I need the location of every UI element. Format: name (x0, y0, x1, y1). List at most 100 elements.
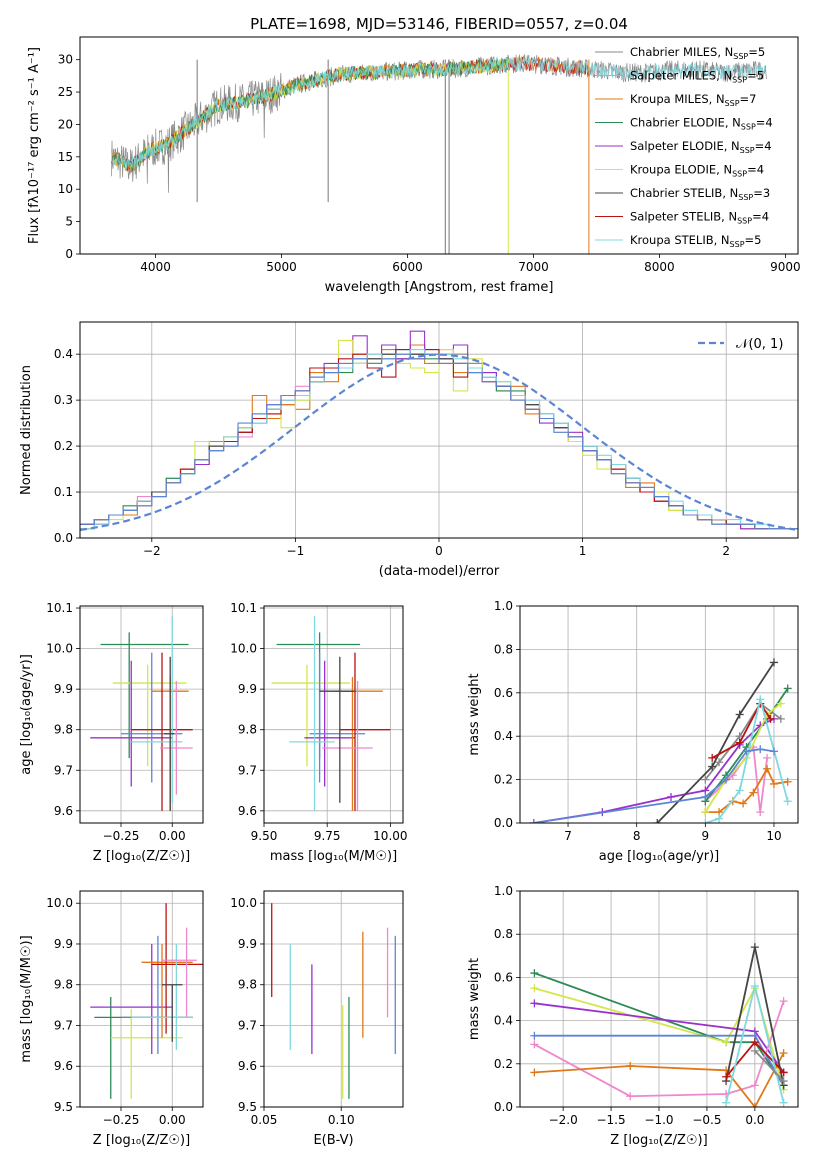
y-tick-label: 0.4 (494, 1014, 513, 1028)
series-salpeter-miles-marker (530, 1040, 539, 1049)
y-tick-label: 10.1 (46, 601, 73, 615)
series-kroupa-miles (705, 766, 788, 813)
series-salpeter-miles-marker (779, 997, 788, 1006)
series-salpeter-elodie-marker (667, 792, 676, 801)
x-tick-label: −1.0 (644, 1113, 673, 1127)
x-axis-label: Z [log₁₀(Z/Z☉)] (93, 1133, 190, 1148)
x-axis-label: (data-model)/error (379, 564, 500, 579)
y-tick-label: 5 (65, 215, 73, 229)
y-tick-label: 9.8 (238, 723, 257, 737)
legend-label: Chabrier STELIB, NSSP=3 (630, 186, 770, 202)
y-tick-label: 0.4 (54, 347, 73, 361)
series-blue-marker (529, 819, 538, 823)
y-tick-label: 9.7 (238, 763, 257, 777)
series-kroupa-miles-marker (739, 799, 748, 808)
series-kroupa-elodie-marker (776, 699, 785, 708)
x-tick-label: −1 (287, 544, 305, 558)
series-kroupa-miles-marker (626, 1061, 635, 1070)
y-tick-label: 0.1 (54, 485, 73, 499)
series-kroupa-miles-marker (769, 779, 778, 788)
series-kroupa-miles-marker (779, 1049, 788, 1057)
x-tick-label: 8000 (644, 260, 675, 274)
series-kroupa-stelib-marker (735, 786, 744, 795)
series-model-kroupa-stelib (111, 56, 767, 169)
series-chabrier-miles-marker (715, 758, 724, 767)
axes-frame (263, 890, 404, 1108)
plot-area (90, 903, 203, 1099)
x-tick-label: 7 (564, 829, 572, 843)
series-salpeter-stelib-marker (779, 1068, 788, 1077)
y-tick-label: 20 (58, 117, 73, 131)
series-salpeter-stelib (711, 701, 772, 759)
legend-label: Salpeter MILES, NSSP=5 (630, 69, 764, 85)
axes-frame (79, 36, 799, 255)
x-axis-label: wavelength [Angstrom, rest frame] (325, 280, 554, 295)
series-chabrier-stelib-marker (769, 658, 778, 667)
plot-area (90, 616, 193, 811)
y-tick-label: 9.9 (238, 682, 257, 696)
y-tick-label: 9.9 (54, 682, 73, 696)
y-tick-label: 10.0 (46, 642, 73, 656)
y-tick-label: 9.6 (54, 804, 73, 818)
series-kroupa-elodie-marker (701, 808, 710, 817)
series-salpeter-miles-marker (750, 1081, 759, 1090)
y-tick-label: 9.5 (54, 1100, 73, 1114)
y-tick-label: 0.2 (54, 439, 73, 453)
y-tick-label: 0 (65, 247, 73, 261)
legend-label: Kroupa STELIB, NSSP=5 (630, 233, 761, 249)
x-tick-label: −0.25 (103, 1113, 140, 1127)
x-tick-label: 0.10 (328, 1113, 355, 1127)
legend-label: Chabrier MILES, NSSP=5 (630, 45, 765, 61)
series-blue-marker (530, 1031, 539, 1040)
y-tick-label: 9.7 (54, 763, 73, 777)
series-blue (533, 748, 775, 823)
series-model-salpeter-stelib (111, 56, 589, 172)
series-kroupa-stelib-marker (701, 819, 710, 823)
x-axis-label: E(B-V) (313, 1133, 353, 1148)
series-chabrier-miles-marker (779, 1077, 788, 1086)
series-kroupa-miles-marker (749, 788, 758, 797)
y-tick-label: 0.2 (494, 1057, 513, 1071)
y-tick-label: 9.6 (54, 1059, 73, 1073)
series-kroupa-stelib-marker (715, 814, 724, 823)
series-chabrier-elodie-marker (530, 969, 539, 978)
series-kroupa-miles-marker (750, 1103, 759, 1107)
series-kroupa-miles-marker (530, 1068, 539, 1077)
legend-label: Salpeter STELIB, NSSP=4 (630, 210, 769, 226)
y-axis-label: mass weight (467, 673, 482, 755)
series-chabrier-stelib (656, 661, 775, 823)
y-tick-label: 10.0 (46, 896, 73, 910)
plot-area (530, 943, 788, 1107)
y-axis-label: Flux [fλ10⁻¹⁷ erg cm⁻² s⁻¹ A⁻¹] (27, 47, 42, 244)
series-blue-marker (742, 747, 751, 756)
y-tick-label: 0.2 (494, 773, 513, 787)
plot-area (111, 54, 767, 254)
legend-label: 𝒩(0, 1) (736, 337, 783, 352)
x-tick-label: 8 (633, 829, 641, 843)
y-tick-label: 0.6 (494, 970, 513, 984)
y-tick-label: 10.1 (230, 601, 257, 615)
series-blue-marker (769, 747, 778, 756)
y-axis-label: mass weight (467, 958, 482, 1040)
series-blue-marker (701, 792, 710, 801)
y-tick-label: 9.6 (238, 1059, 257, 1073)
y-tick-label: 30 (58, 53, 73, 67)
x-tick-label: −1.5 (596, 1113, 625, 1127)
x-tick-label: −2.0 (549, 1113, 578, 1127)
y-tick-label: 9.9 (238, 937, 257, 951)
y-tick-label: 10 (58, 182, 73, 196)
chart-title: PLATE=1698, MJD=53146, FIBERID=0557, z=0… (250, 15, 628, 33)
legend-label: Kroupa ELODIE, NSSP=4 (630, 163, 764, 179)
series-chabrier-stelib-marker (653, 819, 662, 823)
series-salpeter-stelib-marker (766, 714, 775, 723)
chart-residual_hist: 𝒩(0, 1) −2 −1 0 1 2 0.0 0.1 0.2 0.3 0.4 (data-model… (19, 321, 799, 579)
normal-curve (80, 353, 796, 531)
x-tick-label: −0.5 (692, 1113, 721, 1127)
x-tick-label: 0.05 (251, 1113, 278, 1127)
series-chabrier-miles (754, 1050, 785, 1082)
series-chabrier-miles-marker (701, 775, 710, 784)
x-axis-label: Z [log₁₀(Z/Z☉)] (610, 1133, 707, 1148)
x-tick-label: 5000 (266, 260, 297, 274)
series-salpeter-stelib-marker (750, 1038, 759, 1047)
